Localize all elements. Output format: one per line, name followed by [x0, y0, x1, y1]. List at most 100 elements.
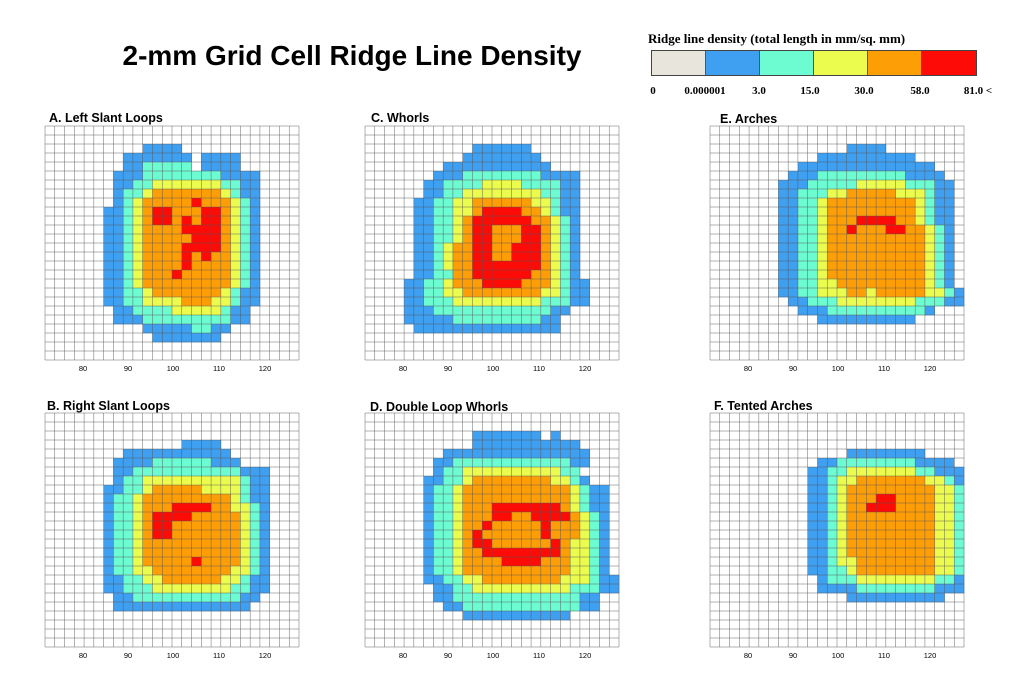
density-cell [817, 512, 828, 522]
density-cell [492, 548, 503, 558]
x-tick-label: 80 [399, 364, 407, 373]
density-cell [230, 566, 241, 576]
density-cell [905, 306, 916, 316]
density-cell [472, 530, 483, 540]
density-cell [413, 324, 424, 334]
density-cell [201, 539, 212, 549]
density-cell [817, 225, 828, 235]
density-cell [885, 243, 896, 253]
density-cell [250, 171, 261, 181]
density-cell [230, 261, 241, 271]
density-cell [807, 539, 818, 549]
density-cell [778, 216, 789, 226]
density-cell [797, 297, 808, 307]
density-cell [220, 279, 231, 289]
density-cell [482, 171, 493, 181]
density-cell [201, 261, 212, 271]
density-cell [511, 494, 522, 504]
density-cell [501, 494, 512, 504]
density-cell [895, 171, 906, 181]
density-cell [905, 575, 916, 585]
density-cell [501, 297, 512, 307]
density-cell [404, 297, 415, 307]
density-cell [452, 315, 463, 325]
density-cell [230, 476, 241, 486]
density-cell [778, 225, 789, 235]
density-cell [482, 315, 493, 325]
density-cell [240, 602, 251, 612]
density-cell [113, 261, 124, 271]
legend-tick-label: 81.0 < [963, 85, 993, 97]
density-cell [201, 189, 212, 199]
density-cell [240, 234, 251, 244]
density-cell [162, 153, 173, 163]
density-cell [132, 252, 143, 262]
density-cell [220, 584, 231, 594]
density-cell [152, 575, 163, 585]
density-cell [501, 575, 512, 585]
density-cell [152, 180, 163, 190]
density-cell [482, 225, 493, 235]
density-cell [531, 162, 542, 172]
density-cell [540, 225, 551, 235]
density-cell [201, 198, 212, 208]
density-cell [807, 252, 818, 262]
density-cell [191, 503, 202, 513]
density-cell [413, 306, 424, 316]
density-cell [230, 225, 241, 235]
density-cell [905, 467, 916, 477]
density-cell [181, 288, 192, 298]
legend-swatch [814, 51, 868, 75]
density-cell [778, 189, 789, 199]
density-cell [954, 485, 965, 495]
density-cell [472, 494, 483, 504]
density-cell [934, 575, 945, 585]
x-tick-label: 100 [487, 364, 500, 373]
density-cell [807, 261, 818, 271]
density-cell [113, 297, 124, 307]
density-cell [944, 198, 955, 208]
density-cell [482, 288, 493, 298]
density-cell [944, 270, 955, 280]
density-cell [837, 512, 848, 522]
density-cell [211, 189, 222, 199]
density-cell [423, 548, 434, 558]
density-cell [915, 189, 926, 199]
density-cell [413, 252, 424, 262]
density-cell [837, 557, 848, 567]
density-cell [954, 566, 965, 576]
density-cell [540, 261, 551, 271]
density-cell [924, 494, 935, 504]
density-cell [817, 467, 828, 477]
density-cell [152, 207, 163, 217]
density-cell [162, 575, 173, 585]
density-cell [482, 306, 493, 316]
density-cell [181, 261, 192, 271]
density-cell [240, 252, 251, 262]
density-cell [240, 575, 251, 585]
density-cell [142, 243, 153, 253]
density-cell [570, 530, 581, 540]
density-cell [250, 584, 261, 594]
density-cell [905, 566, 916, 576]
density-cell [797, 225, 808, 235]
density-cell [797, 198, 808, 208]
density-cell [540, 243, 551, 253]
density-cell [934, 557, 945, 567]
density-cell [550, 467, 561, 477]
density-cell [827, 557, 838, 567]
density-cell [240, 315, 251, 325]
density-cell [211, 449, 222, 459]
density-cell [123, 207, 134, 217]
density-cell [250, 252, 261, 262]
density-cell [501, 198, 512, 208]
density-cell [560, 503, 571, 513]
density-cell [482, 467, 493, 477]
density-cell [492, 216, 503, 226]
density-cell [191, 279, 202, 289]
density-cell [152, 270, 163, 280]
density-cell [589, 539, 600, 549]
x-tick-label: 120 [579, 364, 592, 373]
density-cell [472, 575, 483, 585]
density-cell [827, 458, 838, 468]
